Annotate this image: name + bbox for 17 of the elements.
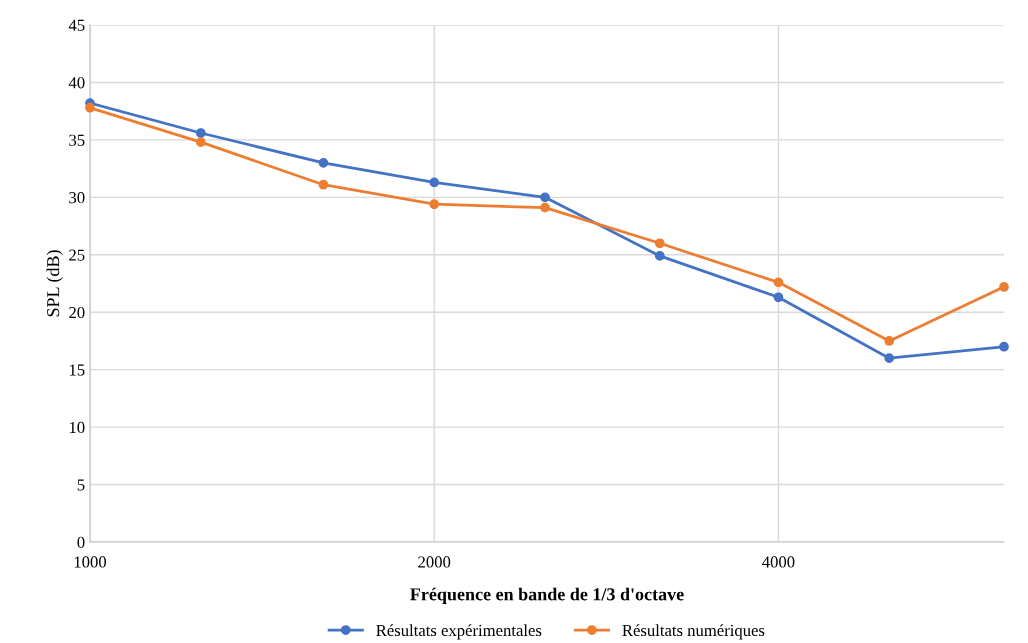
x-tick-label: 2000 [418, 556, 451, 568]
y-tick-label: 40 [68, 77, 85, 89]
y-axis-title: SPL (dB) [46, 250, 63, 317]
y-tick-label: 20 [69, 306, 85, 319]
y-tick-label: 0 [77, 536, 85, 548]
legend-label: Résultats expérimentales [376, 624, 542, 640]
y-tick-label: 25 [69, 249, 85, 261]
legend-label: Résultats numériques [622, 624, 765, 640]
y-tick-label: 30 [69, 192, 85, 204]
y-tick-label: 45 [68, 19, 85, 31]
y-tick-label: 10 [69, 421, 85, 434]
x-tick-label: 4000 [762, 556, 795, 568]
y-tick-label: 5 [77, 479, 85, 491]
y-tick-label: 35 [69, 134, 85, 146]
x-axis-title: Fréquence en bande de 1/3 d'octave [410, 587, 684, 605]
y-tick-label: 15 [69, 364, 85, 376]
x-tick-label: 1000 [74, 556, 107, 568]
